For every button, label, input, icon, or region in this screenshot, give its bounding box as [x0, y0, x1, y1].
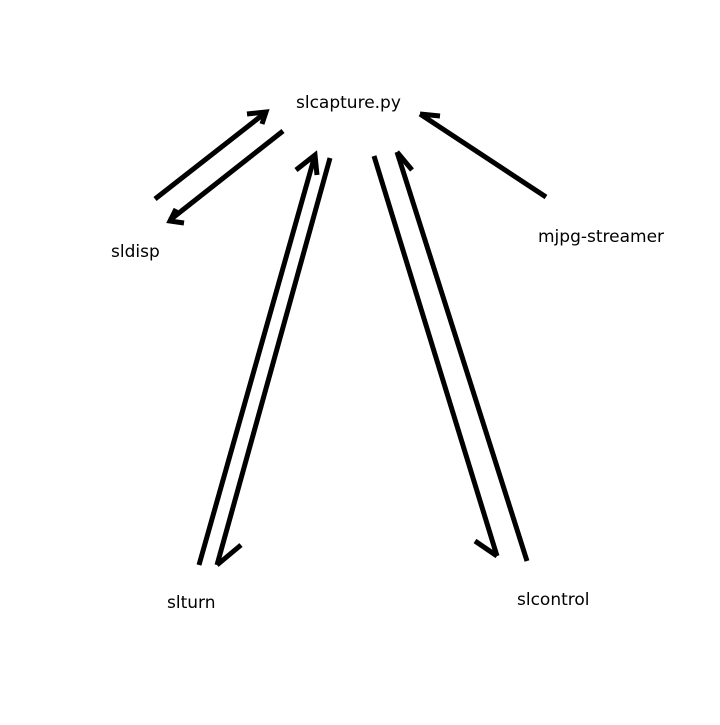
arrow-slturn-to-slcapture [196, 150, 320, 566]
arrow-slcapture-to-slcontrol [371, 155, 500, 559]
node-slturn: slturn [167, 593, 216, 613]
arrow-slcapture-to-sldisp [166, 129, 285, 226]
node-sldisp: sldisp [111, 242, 160, 262]
node-slcontrol: slcontrol [517, 590, 590, 610]
node-mjpg-streamer: mjpg-streamer [538, 227, 665, 247]
arrow-mjpg-to-slcapture [418, 111, 548, 200]
node-slcapture: slcapture.py [296, 93, 401, 113]
arrow-slcontrol-to-slcapture [394, 150, 530, 562]
arrow-slcapture-to-slturn [214, 157, 333, 567]
arrow-sldisp-to-slcapture [153, 109, 270, 201]
